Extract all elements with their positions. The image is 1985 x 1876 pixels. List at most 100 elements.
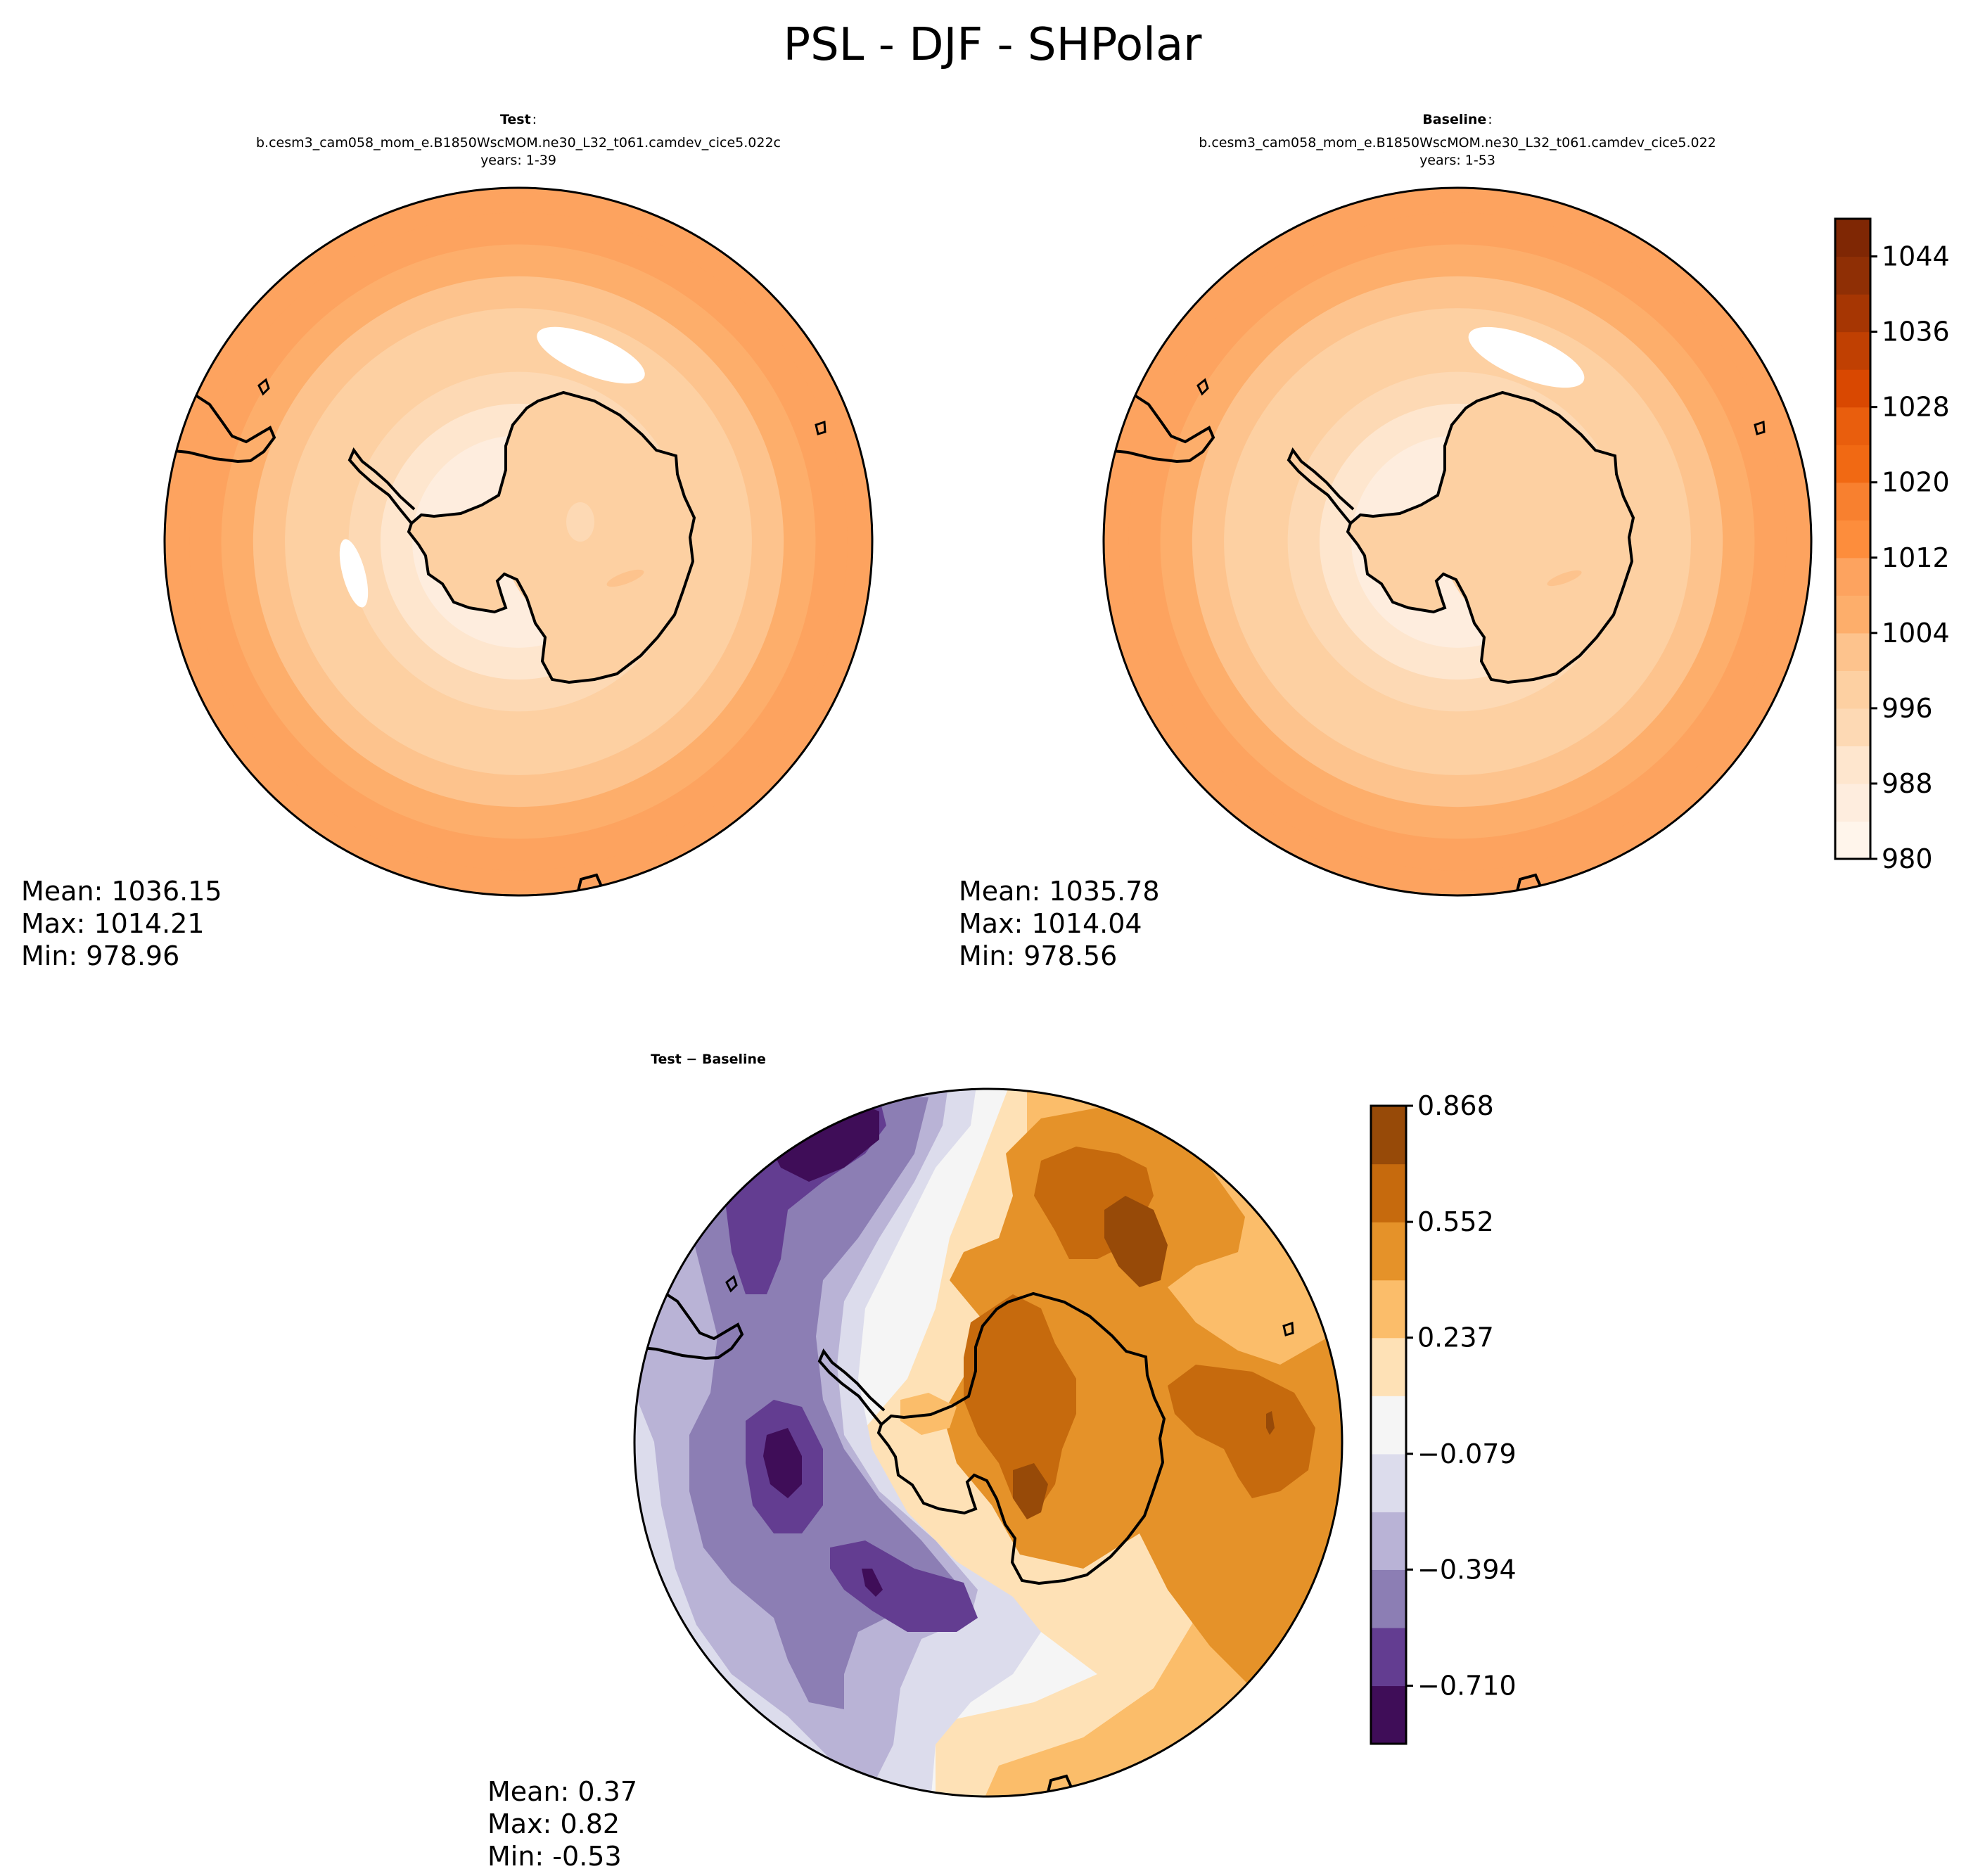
colorbar-psl-outline [1834,217,1872,860]
baseline-south-georgia-coast [1754,420,1766,435]
colorbar-diff-tick-label: −0.394 [1417,1554,1517,1585]
baseline-label-colon: : [1488,112,1492,127]
diff-map-border [633,1087,1343,1798]
colorbar-psl: 980 988 996 1004 1012 1020 1028 1036 1044 [1834,217,1950,874]
colorbar-psl-tick-label: 1036 [1882,317,1950,347]
diff-south-america-coast [634,1289,744,1360]
colorbar-psl-tick-label: 1028 [1882,392,1950,423]
colorbar-psl-tick-label: 996 [1882,693,1933,724]
colorbar-psl-tick-label: 1020 [1882,467,1950,498]
colorbar-psl-swatch-0 [1835,821,1870,860]
colorbar-psl-swatch-8 [1835,520,1870,559]
panel-difference: Test − Baseline [487,1052,1343,1872]
test-high-blob-left [339,539,369,608]
colorbar-diff-tick-label: 0.237 [1417,1322,1494,1353]
diff-region-pos5 [964,1294,1076,1505]
diff-max-region-2 [1013,1463,1048,1519]
colorbar-psl-swatch-3 [1835,708,1870,747]
diff-stat-mean: Mean: 0.37 [487,1776,637,1807]
test-stat-min: Min: 978.96 [21,940,179,971]
colorbar-diff-swatch-2 [1371,1569,1406,1628]
test-plateau-ridge [606,569,644,587]
test-case-name: b.cesm3_cam058_mom_e.B1850WscMOM.ne30_L3… [256,135,781,151]
colorbar-difference: −0.710 −0.394 −0.079 0.237 0.552 0.868 [1370,1090,1517,1745]
panel-baseline: Baseline: b.cesm3_cam058_mom_e.B1850WscM… [959,112,1813,971]
baseline-plateau-ridge [1547,570,1582,587]
figure-title: PSL - DJF - SHPolar [784,19,1203,71]
colorbar-psl-swatch-12 [1835,369,1870,408]
baseline-years: years: 1-53 [1419,153,1495,168]
test-plateau-dome [566,502,594,542]
colorbar-diff-swatch-7 [1371,1280,1406,1339]
baseline-map-border [1102,186,1813,897]
diff-region-neg6 [830,1540,978,1632]
diff-falklands-coast [725,1275,738,1293]
baseline-label: Baseline: [1422,112,1492,127]
colorbar-diff-tick-label: −0.079 [1417,1438,1517,1469]
colorbar-psl-tick-label: 988 [1882,768,1933,799]
colorbar-diff-swatch-0 [1371,1685,1406,1744]
test-years: years: 1-39 [480,153,556,168]
test-high-blob-top [537,326,645,384]
diff-stat-max: Max: 0.82 [487,1808,620,1839]
colorbar-diff-swatch-5 [1371,1396,1406,1455]
diff-min-region-2 [763,1428,802,1498]
colorbar-psl-swatch-9 [1835,482,1870,521]
colorbar-diff-tick-label: −0.710 [1417,1670,1517,1701]
colorbar-psl-swatch-13 [1835,331,1870,370]
baseline-high-blob-top [1468,326,1585,388]
test-antarctica [348,391,696,684]
colorbar-diff-swatch-3 [1371,1512,1406,1570]
test-map [165,188,872,895]
colorbar-psl-swatch-7 [1835,557,1870,596]
baseline-south-america-coast [1104,393,1215,464]
diff-max-region-3 [1266,1411,1275,1435]
diff-south-georgia-coast [1282,1321,1294,1336]
colorbar-diff-swatch-10 [1371,1106,1406,1165]
colorbar-diff-swatch-6 [1371,1337,1406,1396]
colorbar-diff-swatch-8 [1371,1222,1406,1281]
test-stat-mean: Mean: 1036.15 [21,876,222,907]
diff-map [634,1089,1342,1797]
colorbar-psl-swatch-14 [1835,294,1870,333]
colorbar-psl-swatch-4 [1835,670,1870,709]
colorbar-diff-swatch-9 [1371,1163,1406,1223]
colorbar-diff-tick-label: 0.868 [1417,1090,1494,1121]
baseline-antarctica [1287,391,1635,684]
colorbar-diff-outline [1370,1104,1408,1745]
test-stat-max: Max: 1014.21 [21,908,205,939]
colorbar-psl-tick-label: 1044 [1882,241,1950,272]
colorbar-psl-swatch-10 [1835,445,1870,483]
colorbar-diff-tick-label: 0.552 [1417,1206,1494,1237]
colorbar-psl-swatch-2 [1835,746,1870,784]
colorbar-psl-swatch-6 [1835,595,1870,634]
test-south-georgia-coast [815,420,826,435]
test-map-border [163,186,874,897]
colorbar-psl-swatch-15 [1835,256,1870,295]
diff-stat-min: Min: -0.53 [487,1841,622,1872]
diff-max-region-1 [1104,1196,1168,1287]
colorbar-psl-swatch-1 [1835,783,1870,822]
colorbar-psl-tick-label: 1004 [1882,618,1950,649]
baseline-stat-max: Max: 1014.04 [959,908,1142,939]
colorbar-diff-swatch-1 [1371,1627,1406,1687]
panel-test: Test: b.cesm3_cam058_mom_e.B1850WscMOM.n… [21,112,874,971]
baseline-case-name: b.cesm3_cam058_mom_e.B1850WscMOM.ne30_L3… [1199,135,1716,151]
diff-label: Test − Baseline [651,1052,766,1067]
baseline-stat-min: Min: 978.56 [959,940,1117,971]
colorbar-psl-swatch-11 [1835,407,1870,445]
test-label-colon: : [532,112,537,127]
diff-region-pos6 [1168,1365,1315,1498]
diff-min-region-3 [862,1569,883,1597]
colorbar-diff-swatch-4 [1371,1453,1406,1512]
baseline-stat-mean: Mean: 1035.78 [959,876,1160,907]
test-south-america-coast [165,393,276,464]
baseline-map [1104,188,1811,895]
colorbar-psl-tick-label: 1012 [1882,542,1950,573]
colorbar-psl-swatch-5 [1835,632,1870,671]
test-falklands-coast [257,378,270,396]
colorbar-psl-tick-label: 980 [1882,843,1933,874]
test-label: Test: [500,112,537,127]
baseline-falklands-coast [1196,378,1209,396]
